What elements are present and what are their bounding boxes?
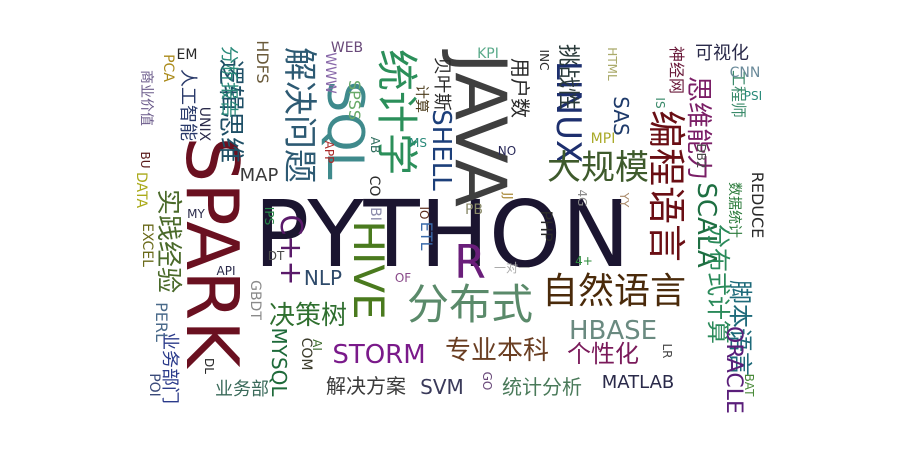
word-python: PYTHON xyxy=(253,181,631,288)
word-cjk-37: 业务部门 xyxy=(159,332,180,404)
word-dl: DL xyxy=(202,358,216,374)
word-matlab: MATLAB xyxy=(601,372,675,393)
word-lr: LR xyxy=(660,343,674,359)
word-svm: SVM xyxy=(420,375,464,399)
word-no: NO xyxy=(497,144,517,158)
word-inc: INC xyxy=(537,49,551,71)
word-bi: BI xyxy=(367,207,383,221)
word-jj: JJ xyxy=(501,192,515,200)
word-cjk-22: 决策树 xyxy=(268,301,348,331)
word-sas: SAS xyxy=(609,96,633,136)
word-cjk-10: 编程语言 xyxy=(644,109,688,263)
word-cjk-94: 贝叶斯 xyxy=(431,57,452,111)
word-4: 4+ xyxy=(575,254,593,268)
word-yy: YY xyxy=(617,192,631,208)
word-cjk-11: 大规模 xyxy=(547,148,649,188)
word-dt: DT xyxy=(267,249,285,263)
word-cnn: CNN xyxy=(729,65,761,81)
word-io: IO xyxy=(417,206,431,220)
word-cjk-46: 神经网 xyxy=(667,45,686,95)
word-bat: BAT xyxy=(742,373,756,397)
word-cjk-9: 自然语言 xyxy=(541,271,687,312)
word-unix: UNIX xyxy=(196,106,212,142)
word-cjk-12: 解决问题 xyxy=(279,47,319,183)
word-r: R xyxy=(454,235,486,289)
word-poi: POI xyxy=(146,373,162,397)
word-db2: DB2 xyxy=(694,143,708,169)
word-app: APP xyxy=(322,140,336,164)
word-cjk-39: 分析报告 xyxy=(218,46,239,118)
word-ab: AB xyxy=(368,136,382,154)
word-gbdt: GBDT xyxy=(247,280,263,320)
word-cjk-8: 分布式 xyxy=(406,280,534,329)
word-pca: PCA xyxy=(160,54,176,82)
word-ms: MS xyxy=(409,136,427,150)
word-cjk-36: 挑战性 xyxy=(555,43,580,111)
word-cjk-33: 统计分析 xyxy=(502,375,582,399)
word-perl: PERL xyxy=(152,302,171,342)
word-cjk-82: 一对一 xyxy=(493,261,531,275)
word-psi: PSI xyxy=(743,89,763,103)
word-hdfs: HDFS xyxy=(253,40,272,84)
word-hbase: HBASE xyxy=(568,316,658,346)
word-html: HTML xyxy=(605,47,619,81)
word-www: WWW xyxy=(322,52,338,94)
word-em: EM xyxy=(176,47,198,63)
word-cjk-6: 统计学 xyxy=(372,48,421,176)
word-nlp: NLP xyxy=(303,266,343,290)
word-cjk-15: 实践经验 xyxy=(153,188,183,294)
word-ips: IPS xyxy=(262,206,276,226)
word-cjk-21: 个性化 xyxy=(567,340,639,368)
word-go: GO xyxy=(480,371,494,391)
word-cjk-95: 计算 xyxy=(413,85,429,113)
word-cjk-45: 可视化 xyxy=(695,43,749,64)
word-etl: ETL xyxy=(417,221,436,251)
word-data: DATA xyxy=(133,171,149,209)
word-of: OF xyxy=(394,271,412,285)
word-hive: HIVE xyxy=(344,220,393,320)
word-bu: BU xyxy=(138,151,152,169)
word-spss: SPSS xyxy=(345,79,364,121)
word-storm: STORM xyxy=(332,340,426,370)
word-mysql: MYSQL xyxy=(267,327,291,397)
word-mpi: MPI xyxy=(590,131,616,147)
word-map: MAP xyxy=(239,165,279,186)
word-spark: SPARK xyxy=(170,136,254,368)
word-reduce: REDUCE xyxy=(748,171,767,239)
word-cjk-38: 业务部 xyxy=(215,379,269,400)
word-web: WEB xyxy=(330,40,364,56)
word-api: API xyxy=(216,264,236,278)
word-pb: PB xyxy=(464,202,484,218)
word-cjk-54: 商业价值 xyxy=(138,70,154,126)
word-cjk-32: 解决方案 xyxy=(326,374,406,398)
word-cjk-18: 专业本科 xyxy=(444,336,550,366)
word-php: PHP xyxy=(537,210,556,242)
word-cjk-35: 用户数 xyxy=(508,58,532,118)
word-oracle: ORACLE xyxy=(721,326,746,414)
word-my: MY xyxy=(187,207,205,221)
word-excel: EXCEL xyxy=(139,223,155,267)
word-kpi: KPI xyxy=(477,46,499,62)
word-is: IS xyxy=(653,97,667,109)
word-co: CO xyxy=(366,175,382,197)
word-shell: SHELL xyxy=(426,109,456,191)
word-cjk-48: 数据统计 xyxy=(726,182,742,238)
word-cjk-40: 人工智能 xyxy=(177,69,198,141)
word-ai: AI xyxy=(310,339,324,351)
word-4g: 4G xyxy=(575,189,589,207)
